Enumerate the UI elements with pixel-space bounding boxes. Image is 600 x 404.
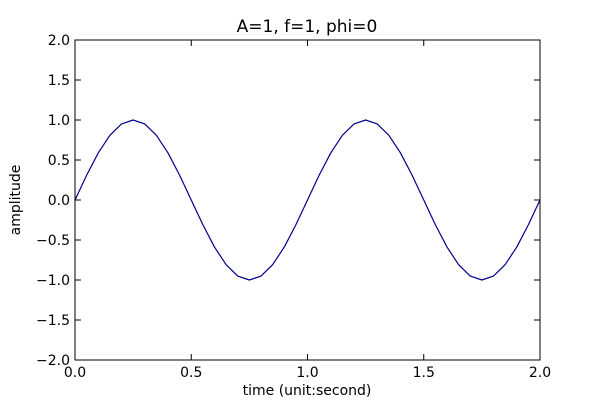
x-axis-label: time (unit:second) [243,383,372,399]
x-tick-label: 0.0 [64,365,86,381]
y-tick-label: −0.5 [36,233,70,249]
x-tick-label: 1.5 [413,365,435,381]
x-tick-label: 0.5 [180,365,202,381]
series-layer [74,119,541,281]
x-tick-label: 2.0 [529,365,551,381]
y-tick-label: −1.0 [36,273,70,289]
y-tick-label: 2.0 [48,33,70,49]
chart-title: A=1, f=1, phi=0 [237,17,378,37]
sine-wave-line [74,119,541,281]
y-tick-label: 0.5 [48,153,70,169]
y-tick-label: 1.5 [48,73,70,89]
y-tick-label: 0.0 [48,193,70,209]
y-axis-label: amplitude [8,165,24,236]
axis-ticks: 0.0 0.5 1.0 1.5 2.0 2.0 1.5 1.0 0.5 0.0 −0.5 −1.0 −1… [36,33,551,381]
y-tick-label: −2.0 [36,353,70,369]
plot-frame [74,39,541,361]
x-tick-label: 1.0 [296,365,318,381]
y-tick-label: −1.5 [36,313,70,329]
y-tick-label: 1.0 [48,113,70,129]
